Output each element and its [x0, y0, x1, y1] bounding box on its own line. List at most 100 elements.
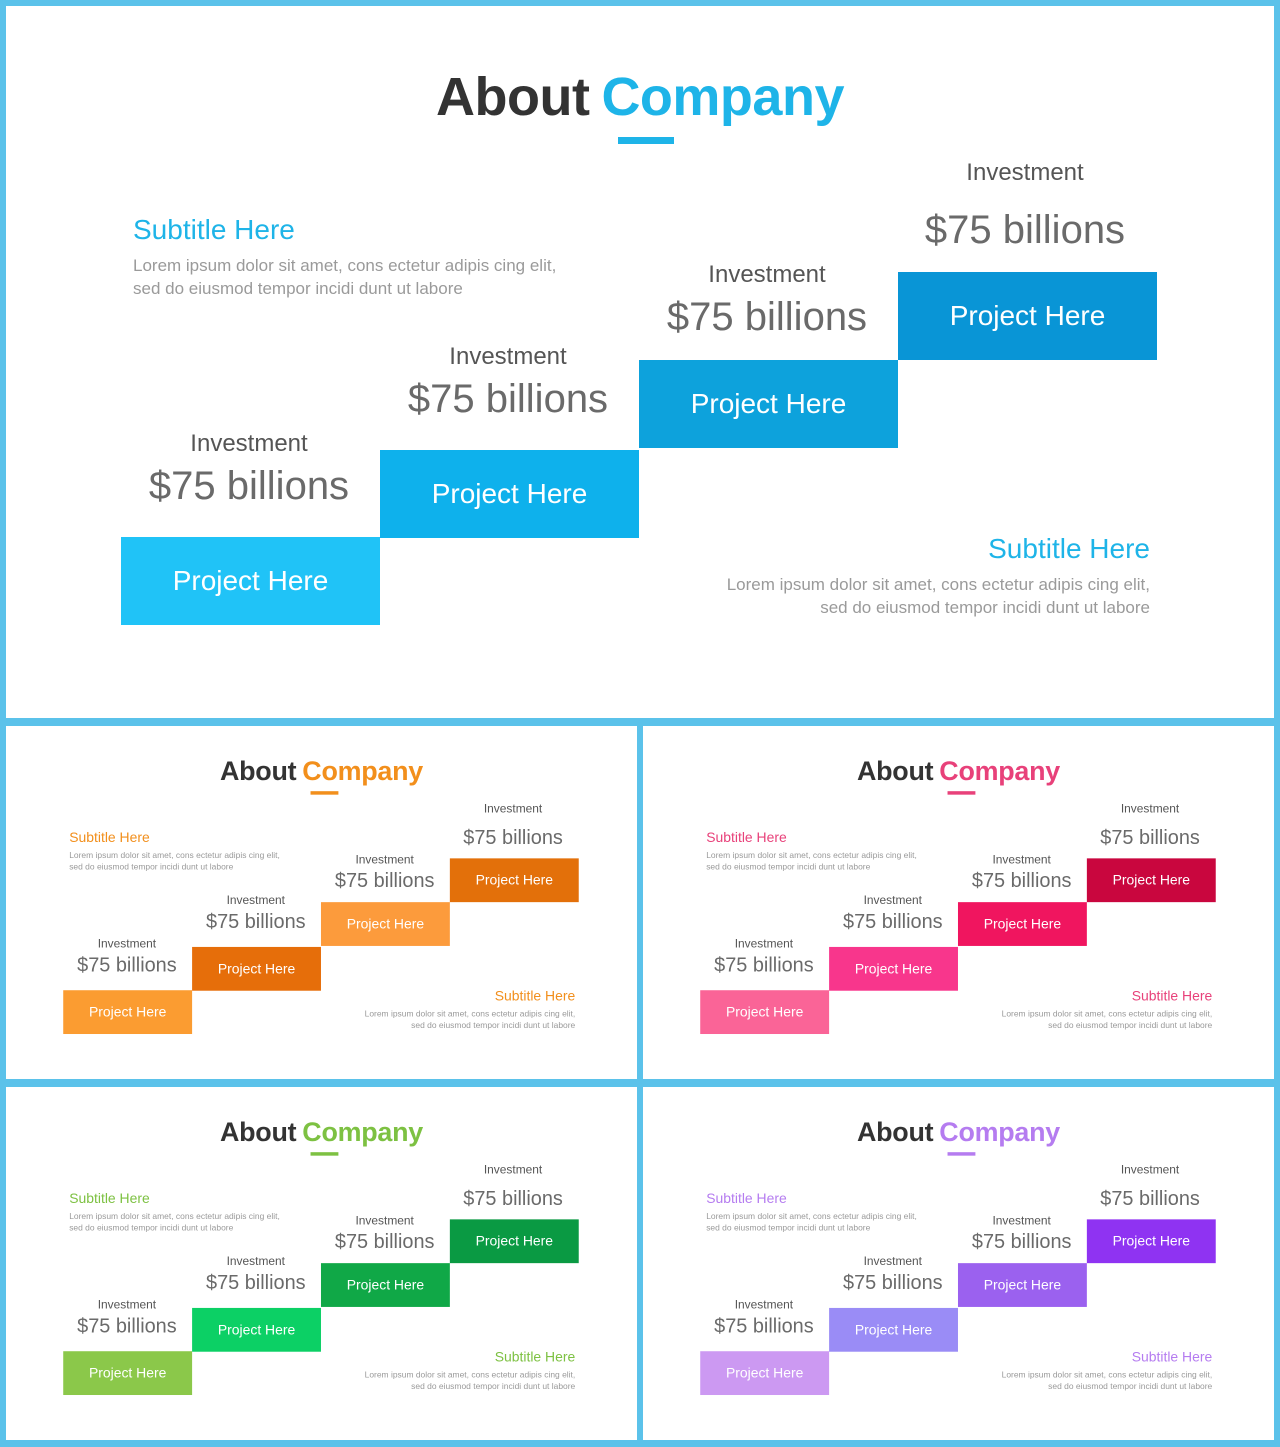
slide-content: About Company Subtitle Here Lorem ipsum d… [6, 6, 1274, 718]
step-3-project-label: Project Here [983, 916, 1062, 932]
subtitle-right: Subtitle Here [1131, 1349, 1213, 1365]
step-2-project-label: Project Here [854, 960, 933, 977]
body-text-left: Lorem ipsum dolor sit amet, cons ectetur… [133, 256, 557, 298]
step-1-project-block: Project Here [700, 1351, 830, 1396]
subtitle-left: Subtitle Here [133, 214, 295, 245]
step-4-investment-label: Investment [483, 802, 543, 816]
slide-main-blue: About Company Subtitle Here Lorem ipsum d… [6, 6, 1274, 718]
body-text-right: Lorem ipsum dolor sit amet, cons ectetur… [1001, 1370, 1213, 1392]
step-2-investment-label: Investment [863, 893, 922, 908]
step-3-investment-label: Investment [355, 1213, 414, 1228]
step-2-investment-label: Investment [863, 1254, 922, 1269]
title-accent: Company [939, 756, 1060, 787]
step-1-project-block: Project Here [700, 990, 830, 1035]
step-3-project-label: Project Here [983, 1277, 1062, 1293]
step-4-investment-value: $75 billions [463, 1187, 563, 1210]
step-1-project-label: Project Here [88, 1004, 167, 1020]
step-2-project-label: Project Here [217, 960, 296, 977]
step-3-investment-label: Investment [708, 261, 826, 288]
title-main: About [219, 1117, 297, 1148]
step-3-investment-value: $75 billions [666, 295, 868, 339]
step-2-project-block: Project Here [380, 450, 639, 538]
step-4-project-block: Project Here [1086, 858, 1216, 903]
slide-pink: About Company Subtitle Here Lorem ipsum d… [643, 726, 1274, 1079]
title-underline [947, 1152, 976, 1156]
step-4-project-label: Project Here [949, 300, 1106, 331]
step-4-project-block: Project Here [449, 858, 579, 903]
step-1-project-label: Project Here [725, 1004, 804, 1020]
step-1-investment-label: Investment [97, 1297, 157, 1312]
slide-content: About Company Subtitle Here Lorem ipsum d… [643, 1087, 1274, 1440]
slide-green: About Company Subtitle Here Lorem ipsum d… [6, 1087, 637, 1440]
step-2-project-label: Project Here [854, 1321, 933, 1338]
body-text-right: Lorem ipsum dolor sit amet, cons ectetur… [726, 575, 1150, 617]
step-3-investment-value: $75 billions [334, 869, 435, 892]
slide-title: About Company [643, 1117, 1274, 1148]
step-2-investment-value: $75 billions [407, 377, 609, 421]
subtitle-right: Subtitle Here [988, 533, 1150, 564]
step-4-investment-value: $75 billions [1100, 1187, 1200, 1210]
step-1-project-label: Project Here [172, 565, 329, 596]
step-2-investment-label: Investment [226, 1254, 285, 1269]
subtitle-left: Subtitle Here [69, 829, 150, 845]
title-main: About [856, 756, 934, 787]
title-underline [310, 1152, 339, 1156]
step-3-investment-label: Investment [992, 852, 1051, 867]
step-2-investment-value: $75 billions [842, 1271, 943, 1294]
step-1-project-block: Project Here [63, 1351, 193, 1396]
step-2-project-block: Project Here [829, 1307, 958, 1352]
step-2-project-block: Project Here [192, 1307, 321, 1352]
slide-title: About Company [6, 756, 637, 787]
step-3-project-label: Project Here [690, 388, 847, 419]
step-3-project-label: Project Here [346, 916, 425, 932]
body-text-right: Lorem ipsum dolor sit amet, cons ectetur… [364, 1370, 576, 1392]
step-4-project-label: Project Here [1112, 872, 1191, 888]
step-1-investment-value: $75 billions [77, 1314, 177, 1337]
subtitle-right: Subtitle Here [494, 1349, 576, 1365]
title-accent: Company [302, 756, 423, 787]
step-4-project-block: Project Here [1086, 1219, 1216, 1264]
step-1-investment-label: Investment [734, 1297, 794, 1312]
step-1-investment-label: Investment [97, 936, 157, 951]
step-1-investment-value: $75 billions [714, 1314, 814, 1337]
step-3-investment-label: Investment [355, 852, 414, 867]
step-1-project-block: Project Here [63, 990, 193, 1035]
title-accent: Company [302, 1117, 423, 1148]
body-text-right: Lorem ipsum dolor sit amet, cons ectetur… [364, 1009, 576, 1031]
step-4-investment-label: Investment [966, 159, 1084, 186]
step-1-project-label: Project Here [725, 1365, 804, 1381]
subtitle-left: Subtitle Here [706, 829, 787, 845]
step-3-project-block: Project Here [957, 902, 1087, 946]
step-2-investment-value: $75 billions [842, 910, 943, 933]
body-text-left: Lorem ipsum dolor sit amet, cons ectetur… [706, 850, 917, 872]
title-main: About [219, 756, 297, 787]
slide-title: About Company [6, 1117, 637, 1148]
step-1-investment-value: $75 billions [148, 464, 350, 508]
step-4-investment-value: $75 billions [924, 208, 1126, 252]
step-1-investment-label: Investment [734, 936, 794, 951]
step-1-project-label: Project Here [88, 1365, 167, 1381]
slide-content: About Company Subtitle Here Lorem ipsum d… [6, 726, 637, 1079]
step-3-investment-value: $75 billions [971, 1230, 1072, 1253]
step-1-investment-value: $75 billions [77, 953, 177, 976]
step-2-project-block: Project Here [829, 946, 958, 991]
step-3-investment-value: $75 billions [971, 869, 1072, 892]
slide-title: About Company [643, 756, 1274, 787]
title-main: About [436, 67, 590, 127]
slide-purple: About Company Subtitle Here Lorem ipsum d… [643, 1087, 1274, 1440]
step-4-project-block: Project Here [449, 1219, 579, 1264]
subtitle-right: Subtitle Here [1131, 988, 1213, 1004]
step-4-project-block: Project Here [898, 272, 1157, 360]
step-4-project-label: Project Here [475, 1233, 554, 1249]
step-4-investment-value: $75 billions [1100, 826, 1200, 849]
step-4-investment-value: $75 billions [463, 826, 563, 849]
title-underline [947, 791, 976, 795]
step-3-project-block: Project Here [320, 1263, 450, 1307]
slide-orange: About Company Subtitle Here Lorem ipsum d… [6, 726, 637, 1079]
slide-content: About Company Subtitle Here Lorem ipsum d… [6, 1087, 637, 1440]
step-2-investment-value: $75 billions [205, 910, 306, 933]
step-2-project-label: Project Here [217, 1321, 296, 1338]
step-3-investment-label: Investment [992, 1213, 1051, 1228]
step-1-project-block: Project Here [121, 537, 380, 625]
step-1-investment-label: Investment [190, 430, 308, 457]
